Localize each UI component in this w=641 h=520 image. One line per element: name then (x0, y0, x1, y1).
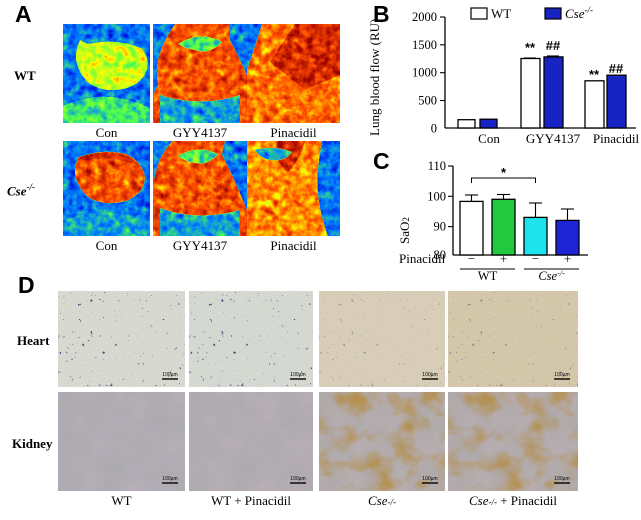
svg-text:100µm: 100µm (162, 372, 177, 378)
svg-text:100µm: 100µm (554, 476, 569, 482)
svg-text:100µm: 100µm (422, 476, 437, 482)
svg-text:100µm: 100µm (422, 372, 437, 378)
svg-text:100µm: 100µm (290, 372, 305, 378)
svg-text:100µm: 100µm (554, 372, 569, 378)
svg-text:100µm: 100µm (162, 476, 177, 482)
svg-text:100µm: 100µm (290, 476, 305, 482)
